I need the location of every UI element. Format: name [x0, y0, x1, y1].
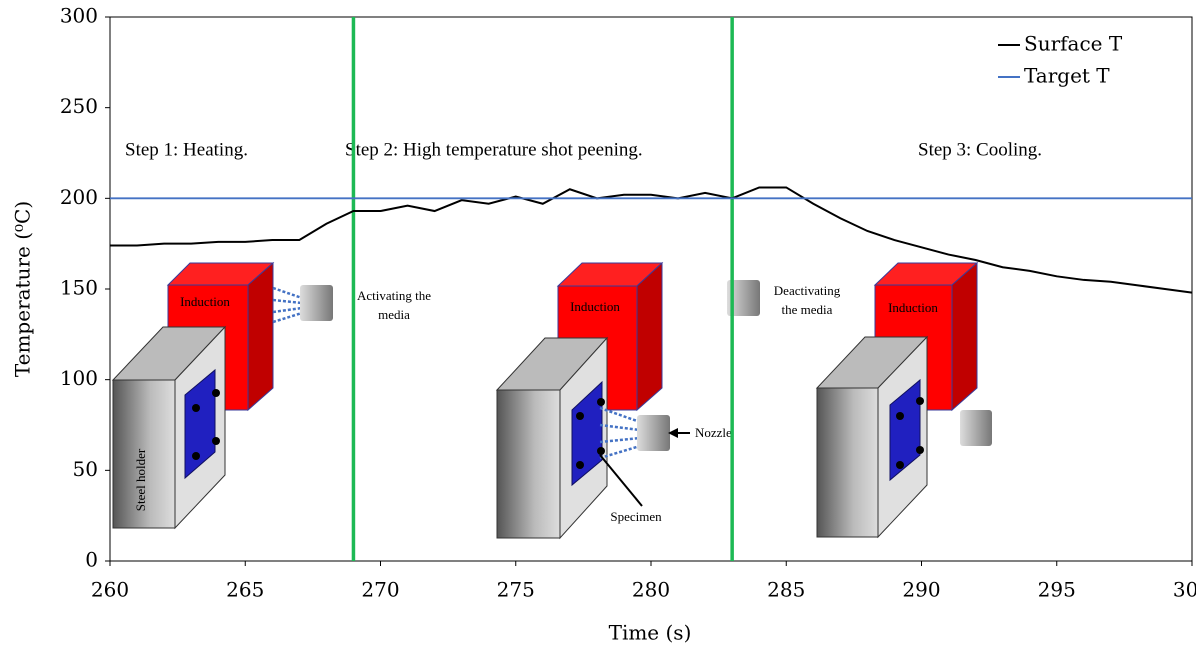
y-tick-label: 300: [60, 4, 98, 28]
illustrations: [111, 261, 992, 540]
x-tick-label: 290: [902, 578, 940, 602]
x-tick-label: 295: [1038, 578, 1076, 602]
y-tick-label: 100: [60, 366, 98, 390]
nozzle: [960, 410, 992, 446]
label: Induction: [570, 299, 620, 314]
induction-box: [636, 261, 663, 412]
nozzle: [300, 285, 333, 321]
arrow: [668, 428, 678, 438]
step-label: Step 1: Heating.: [125, 139, 248, 160]
specimen: [889, 378, 921, 482]
label: the media: [782, 302, 833, 317]
x-tick-label: 300: [1173, 578, 1196, 602]
y-tick-label: 250: [60, 94, 98, 118]
induction-box: [951, 261, 978, 412]
label: Induction: [888, 300, 938, 315]
induction-box: [247, 261, 274, 412]
y-tick-label: 50: [73, 457, 98, 481]
series-line: [110, 186, 1193, 294]
steel-holder: [816, 387, 879, 538]
y-tick-label: 0: [85, 548, 98, 572]
label: Specimen: [610, 509, 662, 524]
y-axis-label: Temperature (⁰C): [11, 201, 35, 377]
pointer: [599, 454, 643, 507]
specimen: [184, 368, 216, 480]
nozzle: [637, 415, 670, 451]
label: Activating the: [357, 288, 431, 303]
step-label: Step 2: High temperature shot peening.: [345, 139, 643, 160]
y-tick-label: 200: [60, 185, 98, 209]
label: Deactivating: [774, 283, 841, 298]
label: Steel holder: [133, 448, 148, 511]
label: Induction: [180, 294, 230, 309]
legend-label: Surface T: [1024, 32, 1123, 56]
x-tick-label: 285: [767, 578, 805, 602]
x-axis-label: Time (s): [609, 621, 692, 645]
x-tick-label: 270: [361, 578, 399, 602]
spray: [272, 286, 303, 324]
nozzle: [727, 280, 760, 316]
legend-label: Target T: [1024, 64, 1110, 88]
steel-holder: [112, 379, 176, 529]
x-tick-label: 275: [497, 578, 535, 602]
y-tick-label: 150: [60, 276, 98, 300]
x-tick-label: 260: [91, 578, 129, 602]
label: media: [378, 307, 410, 322]
spray: [599, 406, 641, 460]
step-label: Step 3: Cooling.: [918, 139, 1042, 160]
specimen: [571, 380, 603, 487]
steel-holder: [496, 389, 561, 539]
x-tick-label: 280: [632, 578, 670, 602]
label: Nozzle: [695, 425, 732, 440]
x-tick-label: 265: [226, 578, 264, 602]
